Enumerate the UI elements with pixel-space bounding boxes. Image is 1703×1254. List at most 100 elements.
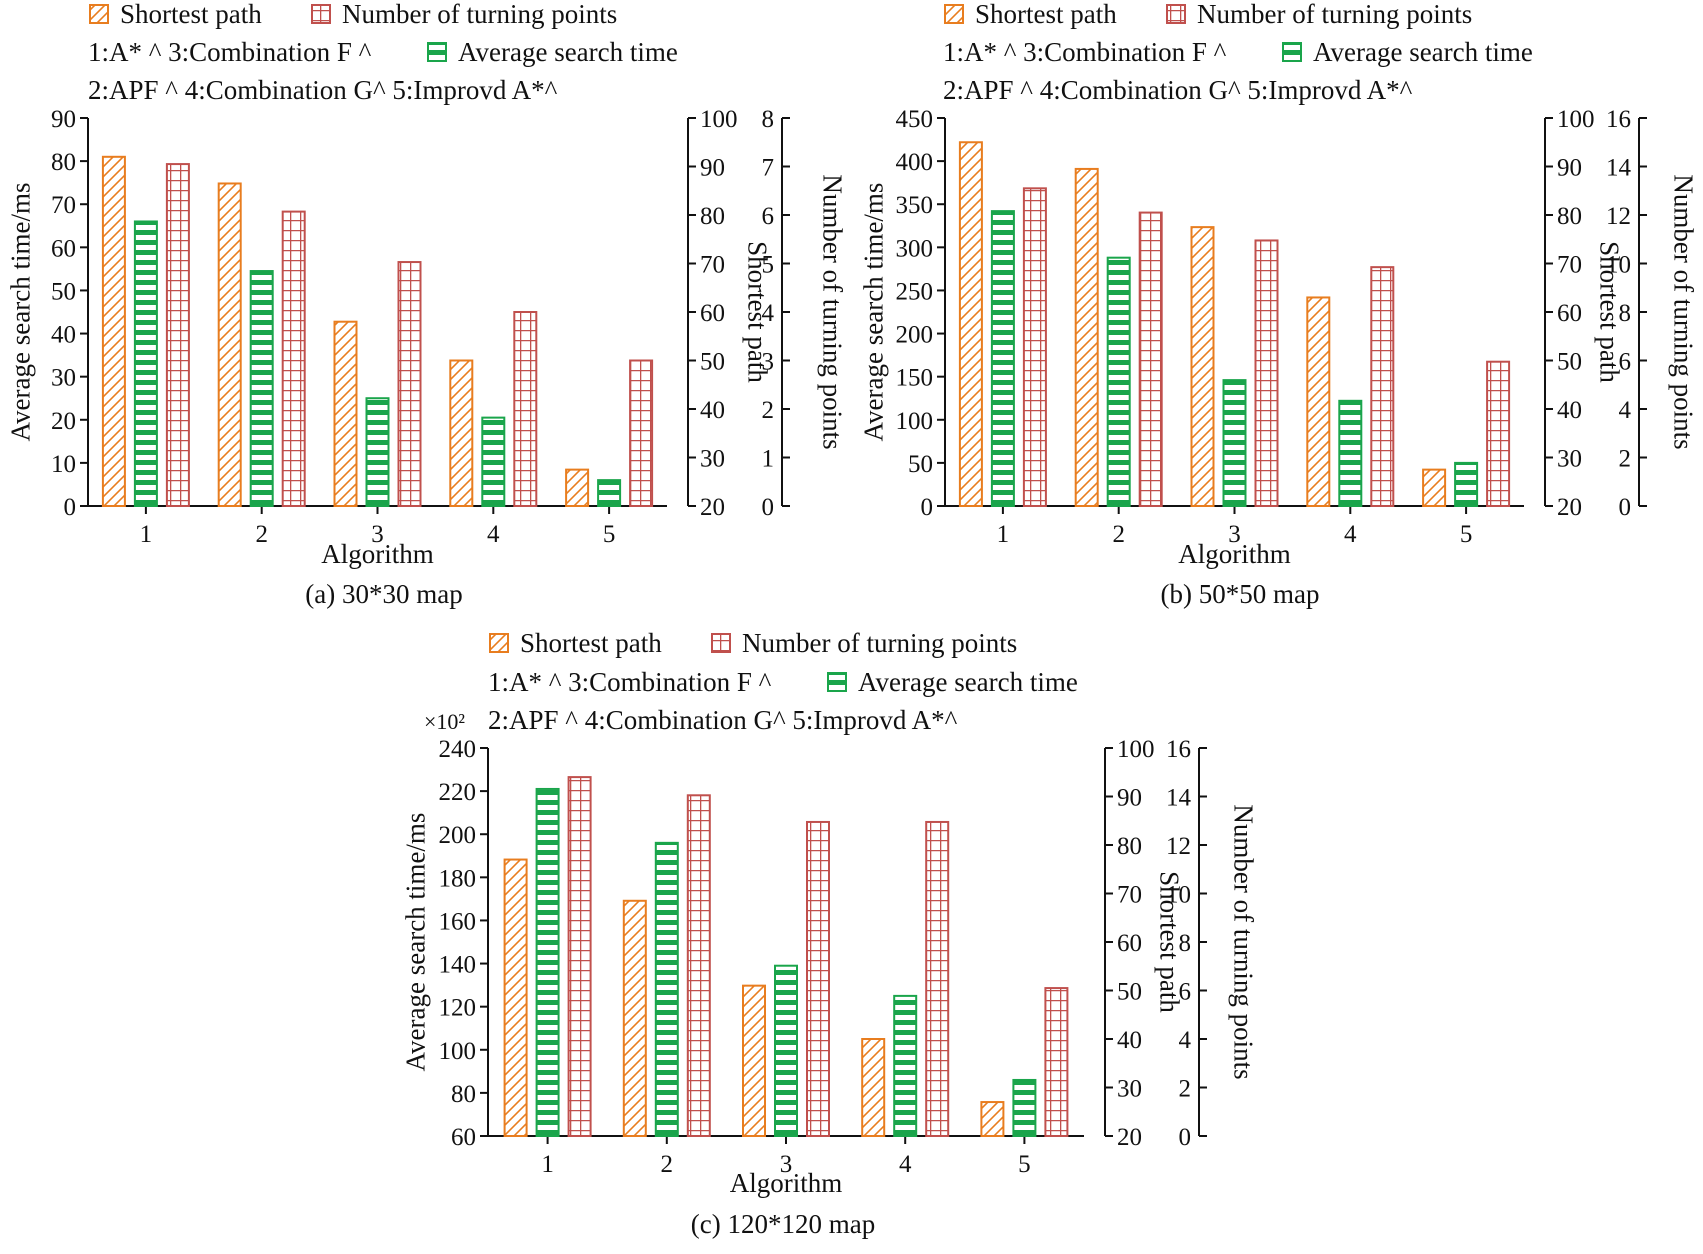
- bar-avg-search-time-3: [365, 397, 390, 508]
- bar-turning-points-5: [1486, 360, 1511, 507]
- y-right2-tick-label: 0: [1619, 494, 1632, 521]
- bar-shortest-path-3: [1190, 226, 1215, 507]
- y-right1-tick-label: 90: [1117, 785, 1142, 812]
- y-left-axis-title: Average search time/ms: [400, 813, 430, 1072]
- y-left-tick-label: 40: [51, 322, 76, 349]
- y-right1-tick-label: 100: [1557, 106, 1595, 133]
- y-right1-tick-label: 50: [700, 349, 725, 376]
- y-right1-tick-label: 100: [700, 106, 738, 133]
- y-right2-tick-label: 14: [1606, 155, 1632, 182]
- y-right2-tick-label: 8: [1619, 300, 1632, 327]
- y-left-tick-label: 200: [439, 822, 477, 849]
- chart-caption: (a) 30*30 map: [305, 579, 462, 609]
- bar-shortest-path-5: [980, 1101, 1005, 1138]
- y-right2-axis-title: Number of turning points: [1229, 804, 1259, 1079]
- y-right1-tick-label: 50: [1117, 979, 1142, 1006]
- bar-turning-points-1: [1022, 187, 1047, 507]
- bar-shortest-path-4: [449, 359, 474, 507]
- y-right1-tick-label: 70: [1117, 882, 1142, 909]
- y-right2-tick-label: 4: [762, 300, 775, 327]
- y-right2-tick-label: 7: [762, 155, 775, 182]
- y-multiplier: ×10²: [424, 709, 465, 734]
- x-tick-label: 2: [661, 1151, 674, 1178]
- y-right1-axis-title: Shortest path: [1155, 871, 1185, 1013]
- y-left-tick-label: 450: [896, 106, 934, 133]
- bar-shortest-path-1: [101, 155, 126, 508]
- x-tick-label: 3: [371, 521, 384, 548]
- legend-label-turning-points: Number of turning points: [342, 0, 617, 29]
- legend-swatch-turning-points: [311, 4, 331, 24]
- y-right1-tick-label: 40: [1117, 1027, 1142, 1054]
- legend-label-avg-search-time: Average search time: [1313, 37, 1533, 67]
- y-right1-tick-label: 80: [1557, 203, 1582, 230]
- bar-avg-search-time-4: [1338, 399, 1363, 508]
- y-right2-tick-label: 2: [762, 397, 775, 424]
- y-left-tick-label: 180: [439, 865, 477, 892]
- y-left-tick-label: 100: [896, 408, 934, 435]
- x-tick-label: 4: [899, 1151, 912, 1178]
- bar-avg-search-time-2: [1106, 256, 1131, 507]
- y-right1-tick-label: 80: [1117, 833, 1142, 860]
- y-right2-tick-label: 4: [1619, 397, 1632, 424]
- bar-avg-search-time-1: [990, 210, 1015, 507]
- y-right1-tick-label: 60: [1117, 930, 1142, 957]
- y-right2-tick-label: 1: [762, 446, 775, 473]
- bar-turning-points-1: [165, 163, 190, 507]
- y-right1-tick-label: 20: [700, 494, 725, 521]
- y-left-tick-label: 0: [921, 494, 934, 521]
- bar-avg-search-time-1: [535, 787, 560, 1137]
- y-right2-tick-label: 14: [1166, 785, 1192, 812]
- bar-turning-points-4: [1370, 266, 1395, 508]
- legend-algo-row-2: 1:A* ^ 3:Combination F ^: [943, 37, 1227, 67]
- legend-algo-row-3: 2:APF ^ 4:Combination G^ 5:Improvd A*^: [488, 705, 958, 735]
- y-left-tick-label: 160: [439, 908, 477, 935]
- y-right1-tick-label: 100: [1117, 736, 1155, 763]
- y-right2-tick-label: 10: [1166, 882, 1191, 909]
- legend-label-avg-search-time: Average search time: [458, 37, 678, 67]
- y-left-tick-label: 140: [439, 952, 477, 979]
- y-right1-tick-label: 80: [700, 203, 725, 230]
- x-tick-label: 2: [1112, 521, 1125, 548]
- y-right1-tick-label: 30: [1117, 1076, 1142, 1103]
- bar-avg-search-time-3: [1222, 379, 1247, 508]
- legend-algo-row-2: 1:A* ^ 3:Combination F ^: [488, 667, 772, 697]
- y-right2-tick-label: 12: [1606, 203, 1631, 230]
- y-right1-tick-label: 30: [700, 446, 725, 473]
- y-right1-tick-label: 90: [1557, 155, 1582, 182]
- y-right2-tick-label: 10: [1606, 252, 1631, 279]
- y-right2-tick-label: 6: [1619, 349, 1632, 376]
- y-left-tick-label: 80: [51, 149, 76, 176]
- legend-label-shortest-path: Shortest path: [975, 0, 1117, 29]
- y-right2-tick-label: 5: [762, 252, 775, 279]
- bar-turning-points-3: [806, 820, 830, 1138]
- legend-algo-row-3: 2:APF ^ 4:Combination G^ 5:Improvd A*^: [943, 75, 1413, 105]
- y-left-axis-title: Average search time/ms: [5, 183, 35, 442]
- chart-1: 0 10 20 30 40 50 60 70 80 90 20 30 40 50 60 70 80 90 100 0 1…: [5, 0, 847, 609]
- y-left-axis-title: Average search time/ms: [858, 183, 888, 442]
- y-right2-tick-label: 8: [1179, 930, 1192, 957]
- bar-avg-search-time-5: [1454, 461, 1479, 507]
- bar-turning-points-2: [281, 210, 306, 507]
- bar-avg-search-time-5: [1012, 1078, 1037, 1138]
- y-left-tick-label: 200: [896, 322, 934, 349]
- legend-swatch-shortest-path: [944, 4, 964, 24]
- y-right2-tick-label: 16: [1166, 736, 1191, 763]
- bar-avg-search-time-4: [893, 994, 918, 1138]
- y-left-tick-label: 120: [439, 995, 477, 1022]
- y-right2-tick-label: 0: [1179, 1124, 1192, 1151]
- legend-label-avg-search-time: Average search time: [858, 667, 1078, 697]
- y-left-tick-label: 50: [51, 278, 76, 305]
- x-tick-label: 1: [140, 521, 153, 548]
- y-left-tick-label: 400: [896, 149, 934, 176]
- y-right2-tick-label: 3: [762, 349, 775, 376]
- bar-shortest-path-1: [958, 141, 983, 507]
- bar-turning-points-2: [1138, 211, 1163, 507]
- y-right2-tick-label: 6: [762, 203, 775, 230]
- bar-avg-search-time-2: [654, 841, 679, 1137]
- bar-shortest-path-2: [622, 899, 647, 1138]
- y-left-tick-label: 220: [439, 779, 477, 806]
- bar-avg-search-time-3: [774, 964, 798, 1138]
- y-right2-axis-title: Number of turning points: [818, 174, 848, 449]
